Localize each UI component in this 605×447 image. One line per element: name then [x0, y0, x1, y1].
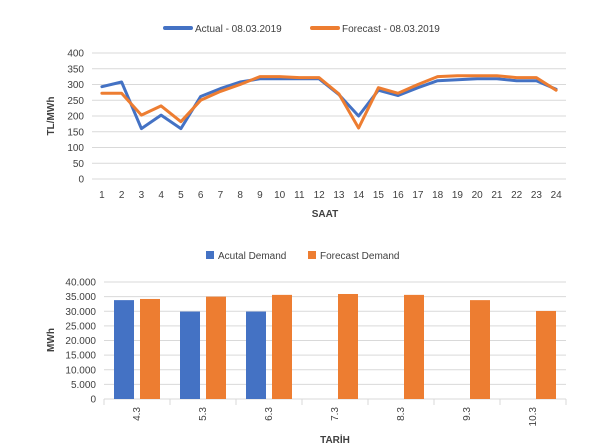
- bar-chart-bars: [114, 293, 556, 399]
- legend-label-actual: Actual - 08.03.2019: [195, 24, 282, 35]
- bar-y-tick-label: 5.000: [71, 380, 96, 391]
- legend-label-forecast: Forecast - 08.03.2019: [342, 24, 440, 35]
- legend-swatch-forecast-demand: [308, 251, 316, 259]
- bar-x-tick-label: 6.3: [264, 407, 275, 421]
- bar-actual-demand: [114, 300, 134, 399]
- line-x-tick-label: 15: [373, 190, 385, 201]
- legend-swatch-actual-demand: [206, 251, 214, 259]
- line-chart: Actual - 08.03.2019 Forecast - 08.03.201…: [46, 24, 566, 220]
- line-x-tick-label: 8: [237, 190, 243, 201]
- bar-x-tick-label: 7.3: [330, 407, 341, 421]
- bar-forecast-demand: [536, 310, 556, 399]
- bar-chart-legend: Acutal Demand Forecast Demand: [206, 251, 399, 262]
- bar-chart-x-ticks: 4.3 5.3 6.3 7.3 8.3 9.3 10.3: [132, 407, 539, 427]
- bar-actual-demand: [246, 311, 266, 399]
- bar-forecast-demand: [470, 300, 490, 399]
- bar-y-tick-label: 10.000: [65, 365, 96, 376]
- bar-forecast-demand: [272, 294, 292, 399]
- line-chart-y-ticks: 0 50 100 150 200 250 300 350 400: [67, 49, 84, 186]
- line-x-tick-label: 10: [274, 190, 286, 201]
- line-chart-y-axis-title: TL/MWh: [46, 97, 57, 136]
- line-x-tick-label: 4: [158, 190, 164, 201]
- bar-actual-demand: [180, 311, 200, 399]
- line-x-tick-label: 21: [491, 190, 503, 201]
- line-y-tick-label: 300: [67, 80, 84, 91]
- bar-y-tick-label: 35.000: [65, 292, 96, 303]
- line-x-tick-label: 9: [257, 190, 263, 201]
- line-y-tick-label: 200: [67, 112, 84, 123]
- line-y-tick-label: 100: [67, 143, 84, 154]
- line-x-tick-label: 3: [139, 190, 145, 201]
- bar-forecast-demand: [338, 293, 358, 399]
- line-x-tick-label: 22: [511, 190, 523, 201]
- line-chart-series: [100, 74, 558, 131]
- bar-chart-x-axis-title: TARİH: [320, 433, 350, 446]
- line-x-tick-label: 13: [333, 190, 345, 201]
- line-y-tick-label: 250: [67, 96, 84, 107]
- legend-label-actual-demand: Acutal Demand: [218, 251, 286, 262]
- bar-x-tick-label: 4.3: [132, 407, 143, 421]
- bar-y-tick-label: 25.000: [65, 321, 96, 332]
- line-x-tick-label: 7: [218, 190, 224, 201]
- line-x-tick-label: 23: [531, 190, 543, 201]
- bar-x-tick-label: 5.3: [198, 407, 209, 421]
- line-x-tick-label: 24: [551, 190, 563, 201]
- bar-chart-y-axis-title: MWh: [46, 328, 57, 352]
- line-y-tick-label: 400: [67, 49, 84, 60]
- line-y-tick-label: 150: [67, 127, 84, 138]
- bar-chart: Acutal Demand Forecast Demand 0 5.000 10.0…: [46, 251, 567, 446]
- line-x-tick-label: 2: [119, 190, 125, 201]
- line-x-tick-label: 5: [178, 190, 184, 201]
- bar-y-tick-label: 15.000: [65, 351, 96, 362]
- line-x-tick-label: 12: [314, 190, 326, 201]
- bar-y-tick-label: 30.000: [65, 307, 96, 318]
- line-chart-legend: Actual - 08.03.2019 Forecast - 08.03.201…: [163, 24, 440, 35]
- line-chart-x-axis-title: SAAT: [312, 209, 338, 220]
- line-x-tick-label: 14: [353, 190, 365, 201]
- bar-x-tick-label: 8.3: [396, 407, 407, 421]
- line-x-tick-label: 1: [99, 190, 105, 201]
- bar-forecast-demand: [140, 298, 160, 399]
- legend-label-forecast-demand: Forecast Demand: [320, 251, 399, 262]
- line-x-tick-label: 6: [198, 190, 204, 201]
- bar-chart-gridlines: [103, 281, 567, 405]
- bar-y-tick-label: 20.000: [65, 336, 96, 347]
- line-x-tick-label: 17: [412, 190, 424, 201]
- bar-x-tick-label: 10.3: [528, 407, 539, 427]
- line-y-tick-label: 350: [67, 64, 84, 75]
- bar-forecast-demand: [206, 296, 226, 399]
- bar-chart-y-ticks: 0 5.000 10.000 15.000 20.000 25.000 30.000 35.0…: [65, 278, 96, 406]
- line-x-tick-label: 11: [294, 190, 305, 201]
- line-y-tick-label: 50: [73, 159, 85, 170]
- bar-forecast-demand: [404, 294, 424, 399]
- line-y-tick-label: 0: [78, 175, 84, 186]
- line-x-tick-label: 18: [432, 190, 444, 201]
- line-series-forecast: [100, 74, 558, 130]
- bar-y-tick-label: 40.000: [65, 278, 96, 289]
- line-chart-x-ticks: 1 2 3 4 5 6 7 8 9 10 11 12 13 14 15 16 17 18 19 20 21 22 23 24: [99, 190, 562, 201]
- bar-x-tick-label: 9.3: [462, 407, 473, 421]
- line-x-tick-label: 19: [452, 190, 464, 201]
- line-x-tick-label: 16: [393, 190, 405, 201]
- bar-y-tick-label: 0: [90, 395, 96, 406]
- line-x-tick-label: 20: [472, 190, 484, 201]
